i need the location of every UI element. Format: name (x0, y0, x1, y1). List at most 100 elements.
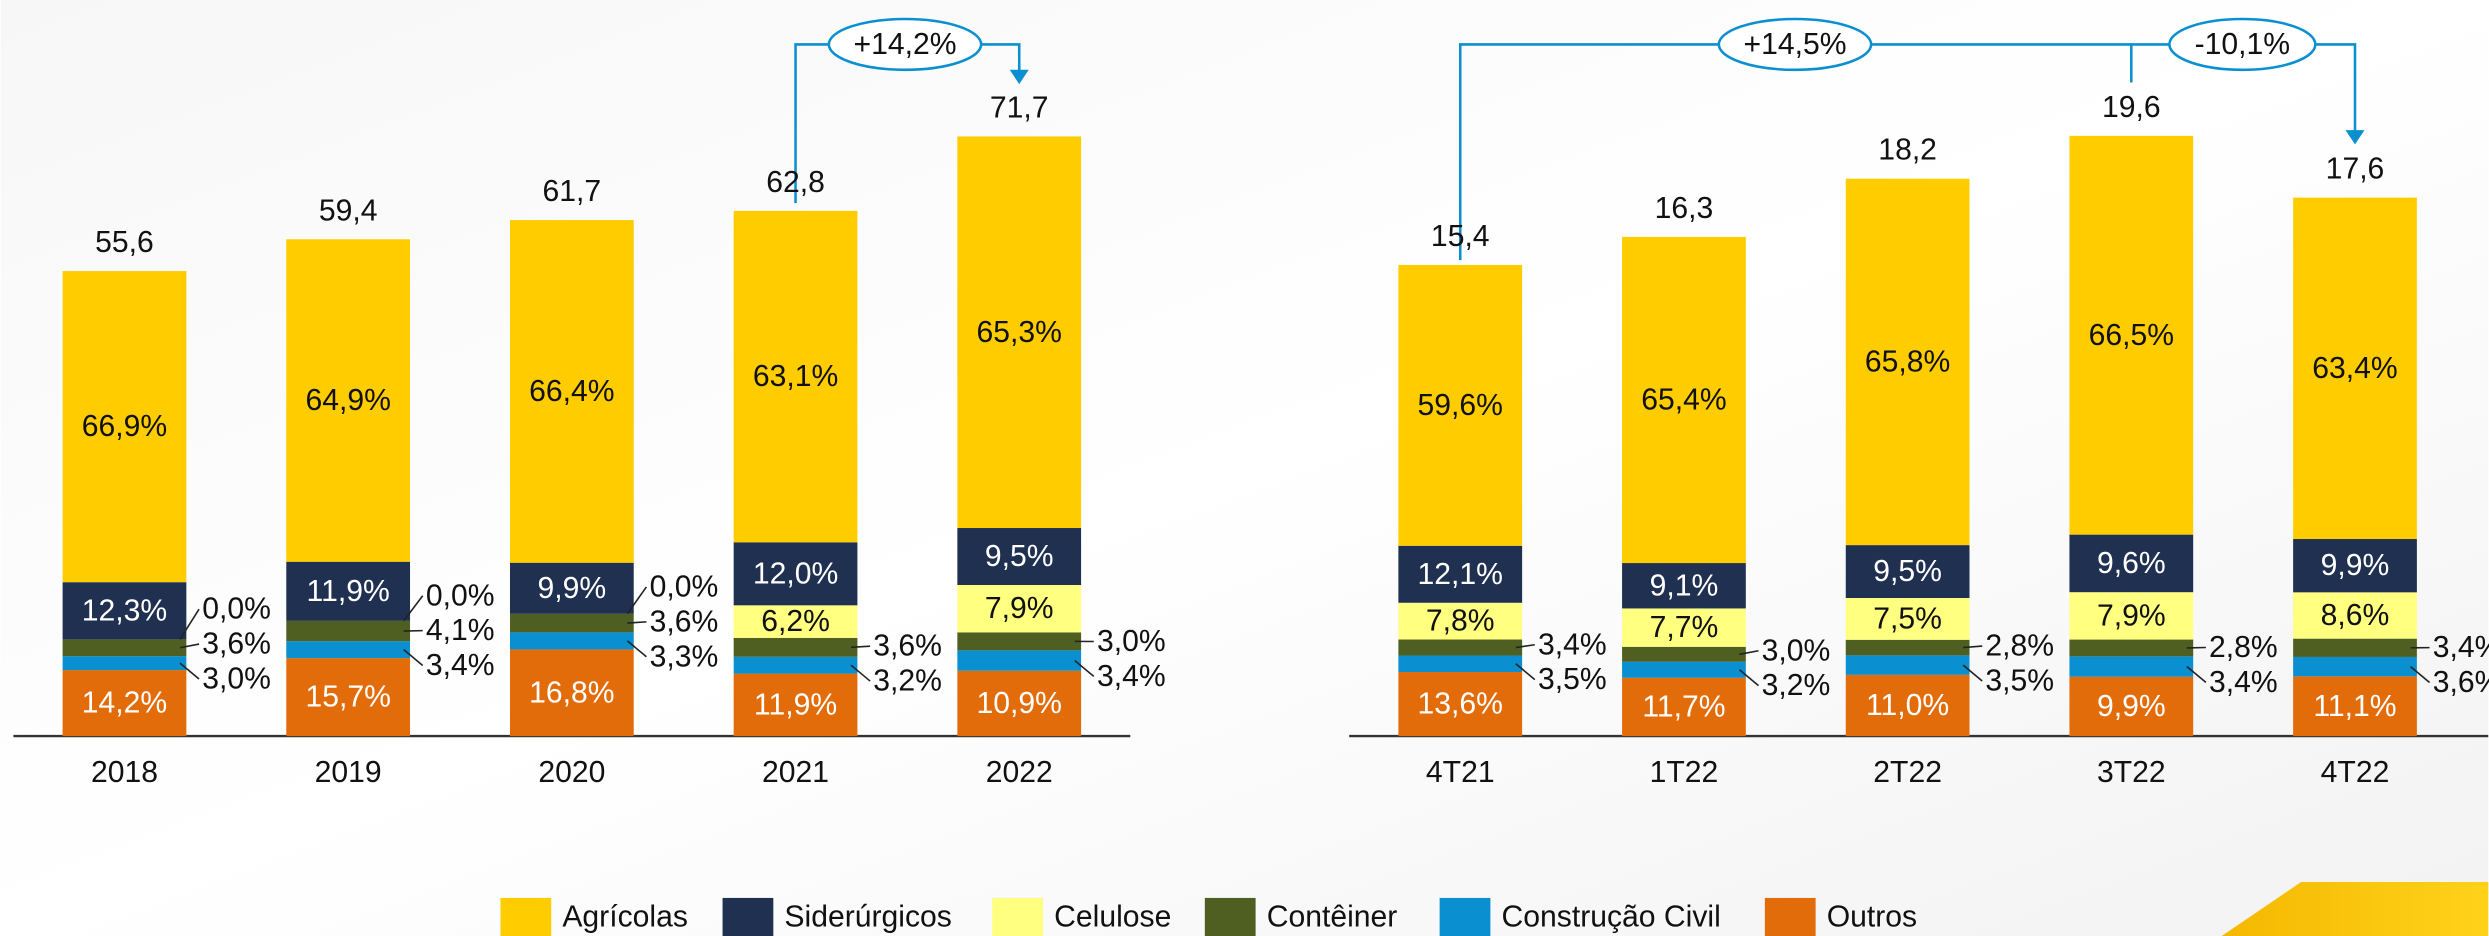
total-label: 16,3 (1655, 192, 1714, 225)
x-tick-label: 2019 (315, 756, 382, 789)
data-label: 3,5% (1985, 665, 2054, 698)
bar-segment (62, 656, 187, 671)
bar-segment (286, 239, 411, 562)
data-label: 64,9% (305, 384, 390, 417)
legend-label: Siderúrgicos (784, 901, 951, 934)
bar-segment (2069, 656, 2194, 677)
legend-swatch (500, 897, 552, 936)
data-label: 7,5% (1873, 602, 1942, 635)
data-label: 9,9% (538, 572, 607, 605)
data-label: 59,6% (1418, 389, 1503, 422)
total-label: 19,6 (2102, 91, 2161, 124)
legend-label: Contêiner (1267, 901, 1398, 934)
bar-segment (957, 136, 1082, 529)
data-label: 3,6% (2433, 666, 2489, 699)
data-label: 4,1% (426, 614, 495, 647)
data-label: 11,1% (2313, 690, 2396, 723)
annotation: -10,1% (2195, 28, 2290, 61)
bar-segment (62, 271, 187, 583)
bar-segment (2069, 639, 2194, 657)
data-label: 65,3% (977, 316, 1062, 349)
leader-line (179, 643, 200, 649)
total-label: 18,2 (1878, 134, 1937, 167)
arrow-head (2345, 130, 2365, 145)
bar-segment (2293, 638, 2417, 657)
bar-segment (1398, 639, 1523, 656)
bracket (981, 43, 1021, 73)
x-tick-label: 4T21 (1426, 756, 1495, 789)
bar-segment (957, 670, 1082, 737)
bar-segment (1845, 639, 1970, 656)
legend-swatch (992, 897, 1044, 936)
bar-segment (2293, 592, 2417, 639)
data-label: 0,0% (202, 593, 271, 626)
data-label: 63,4% (2312, 352, 2397, 385)
data-label: 3,4% (426, 649, 495, 682)
data-label: 12,0% (753, 557, 838, 590)
leader-line (1963, 645, 1983, 649)
bar-segment (62, 582, 187, 640)
data-label: 3,3% (650, 640, 719, 673)
data-label: 3,0% (1762, 634, 1831, 667)
data-label: 2,8% (2209, 631, 2278, 664)
bar-segment (2293, 539, 2417, 593)
data-label: 12,1% (1418, 558, 1503, 591)
leader-line (851, 645, 871, 649)
leader-line (626, 586, 648, 615)
x-tick-label: 2022 (986, 756, 1053, 789)
annotation-bubble (1717, 17, 1873, 72)
bar-segment (2069, 534, 2194, 593)
total-label: 59,4 (319, 194, 378, 227)
leader-line (179, 608, 200, 640)
bar-segment (286, 620, 411, 642)
data-label: 3,4% (1097, 660, 1166, 693)
bar-segment (1398, 602, 1523, 640)
data-label: 3,6% (873, 630, 942, 663)
x-tick-label: 4T22 (2321, 756, 2390, 789)
bar-segment (62, 639, 187, 657)
legend-swatch (1204, 897, 1256, 936)
x-tick-label: 2T22 (1873, 756, 1942, 789)
bar-segment (1622, 677, 1746, 737)
bar-segment (957, 584, 1082, 633)
legend-swatch (1439, 897, 1491, 936)
bar-segment (509, 613, 634, 633)
data-label: 11,7% (1642, 690, 1725, 723)
total-label: 71,7 (990, 91, 1049, 124)
leader-line (627, 621, 647, 624)
data-label: 3,0% (202, 663, 271, 696)
leader-line (1739, 649, 1759, 656)
legend-label: Celulose (1054, 901, 1171, 934)
data-label: 9,5% (1873, 555, 1942, 588)
data-label: 66,4% (529, 375, 614, 408)
legend-swatch (722, 897, 774, 936)
bar-segment (1845, 598, 1970, 640)
bar-segment (509, 632, 634, 650)
bracket (2315, 43, 2357, 134)
data-label: 3,2% (1762, 669, 1831, 702)
bar-segment (1398, 655, 1523, 673)
legend-label: Outros (1827, 901, 1917, 934)
data-label: 3,2% (873, 665, 942, 698)
total-label: 15,4 (1431, 220, 1490, 253)
data-label: 12,3% (82, 594, 167, 627)
total-label: 55,6 (95, 226, 154, 259)
data-label: 9,9% (2097, 690, 2166, 723)
bar-segment (733, 637, 858, 657)
data-label: 65,4% (1641, 384, 1726, 417)
data-label: 16,8% (529, 676, 614, 709)
data-label: 2,8% (1985, 630, 2054, 663)
bar-segment (1622, 236, 1746, 564)
x-tick-label: 2021 (762, 756, 829, 789)
bar-segment (733, 210, 858, 543)
bar-segment (286, 641, 411, 659)
corner-decoration (2221, 882, 2489, 936)
x-tick-label: 2018 (91, 756, 158, 789)
data-label: 63,1% (753, 360, 838, 393)
data-label: 11,9% (307, 575, 390, 608)
data-label: 14,2% (82, 687, 167, 720)
arrow-head (1009, 69, 1029, 85)
bracket (794, 43, 829, 204)
bar-segment (1845, 178, 1970, 546)
